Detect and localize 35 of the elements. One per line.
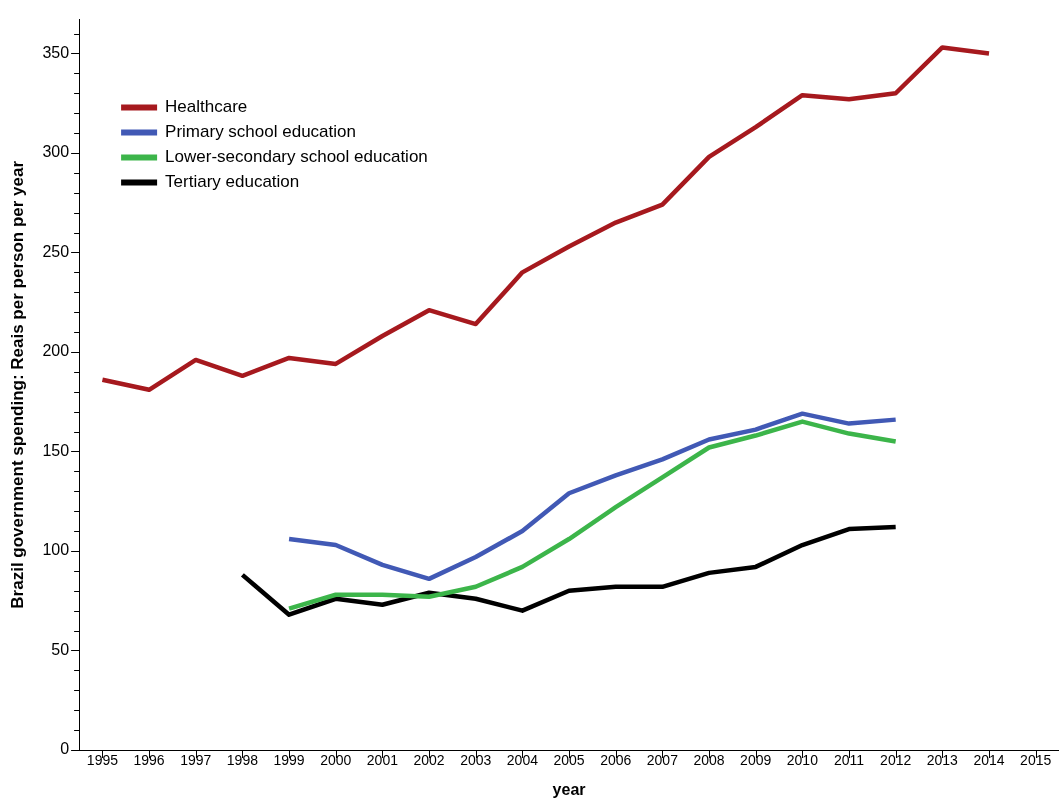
y-tick-label: 250: [42, 242, 70, 260]
legend-label: Primary school education: [165, 122, 356, 142]
x-tick-label: 1995: [86, 752, 119, 769]
y-tick-label: 150: [42, 441, 70, 459]
x-tick-label: 1997: [180, 752, 212, 769]
x-tick-label: 2006: [600, 752, 632, 769]
x-tick-label: 2011: [833, 752, 865, 769]
x-tick-label: 2004: [506, 752, 539, 769]
x-tick-label: 2000: [320, 752, 352, 769]
x-tick-label: 2010: [786, 752, 819, 769]
legend-label: Tertiary education: [165, 172, 300, 192]
x-tick-label: 2003: [460, 752, 492, 769]
x-tick-label: 2013: [926, 752, 959, 769]
y-tick-label: 200: [42, 342, 70, 360]
x-tick-label: 2002: [413, 752, 445, 769]
y-tick-label: 50: [51, 640, 70, 658]
x-axis-title: year: [552, 780, 586, 798]
x-tick-label: 2014: [973, 752, 1005, 769]
x-tick-label: 2015: [1020, 752, 1052, 769]
legend-label: Lower-secondary school education: [165, 147, 428, 167]
x-tick-label: 1998: [226, 752, 259, 769]
x-tick-label: 2012: [880, 752, 912, 769]
y-tick-label: 100: [42, 541, 70, 559]
x-tick-label: 2005: [553, 752, 585, 769]
y-axis-title: Brazil government spending: Reais per person per year: [7, 160, 27, 609]
x-tick-label: 1999: [273, 752, 305, 769]
y-tick-label: 350: [42, 43, 70, 61]
y-tick-label: 300: [42, 143, 70, 161]
x-tick-label: 1996: [133, 752, 165, 769]
x-tick-label: 2001: [366, 752, 399, 769]
y-tick-label: 0: [60, 740, 70, 758]
x-tick-label: 2009: [740, 752, 772, 769]
legend-label: Healthcare: [165, 97, 248, 117]
x-tick-label: 2007: [646, 752, 679, 769]
x-tick-label: 2008: [693, 752, 725, 769]
